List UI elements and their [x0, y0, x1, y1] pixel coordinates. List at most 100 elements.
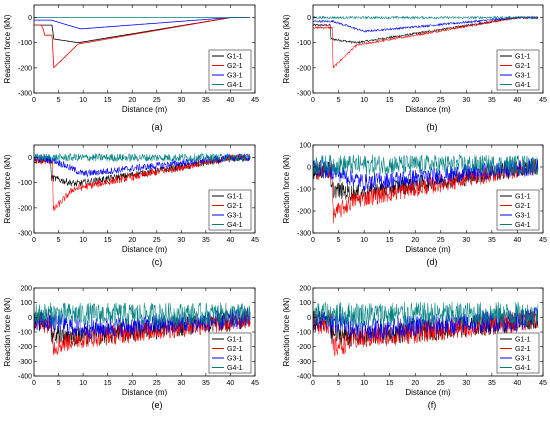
panel-caption: (a) — [152, 122, 163, 132]
x-tick-label: 45 — [539, 380, 547, 387]
x-axis-label: Distance (m) — [405, 105, 451, 114]
y-tick-label: -400 — [297, 374, 311, 381]
y-tick-label: -200 — [297, 65, 311, 72]
y-axis-label: Reaction force (kN) — [282, 297, 291, 366]
x-tick-label: 10 — [79, 97, 87, 104]
legend-label-g1-1: G1-1 — [227, 337, 243, 344]
y-tick-label: 100 — [299, 143, 311, 150]
y-tick-label: 0 — [307, 15, 311, 22]
panel-caption: (d) — [427, 257, 438, 267]
y-tick-label: -300 — [297, 91, 311, 98]
x-tick-label: 5 — [57, 97, 61, 104]
legend-box — [496, 49, 540, 91]
legend-label-g3-1: G3-1 — [227, 213, 243, 220]
legend-label-g1-1: G1-1 — [515, 337, 531, 344]
x-tick-label: 5 — [57, 380, 61, 387]
x-tick-label: 15 — [386, 97, 394, 104]
y-tick-label: -400 — [18, 374, 32, 381]
y-tick-label: 100 — [20, 300, 32, 307]
series-group — [34, 17, 251, 69]
x-axis-label: Distance (m) — [405, 388, 451, 397]
y-tick-label: -200 — [297, 344, 311, 351]
x-tick-label: 30 — [462, 97, 470, 104]
x-tick-label: 40 — [227, 97, 235, 104]
y-axis-label: Reaction force (kN) — [3, 297, 12, 366]
panel-caption: (f) — [428, 400, 437, 410]
x-tick-label: 0 — [32, 97, 36, 104]
plot-frame — [33, 144, 256, 234]
y-tick-label: 0 — [28, 315, 32, 322]
x-tick-label: 25 — [153, 97, 161, 104]
x-tick-label: 15 — [386, 380, 394, 387]
x-tick-label: 45 — [539, 237, 547, 244]
y-axis-label: Reaction force (kN) — [3, 14, 12, 83]
x-tick-label: 45 — [251, 97, 259, 104]
x-tick-label: 35 — [488, 237, 496, 244]
y-axis-label: Reaction force (kN) — [282, 14, 291, 83]
legend: G1-1 G2-1 G3-1 G4-1 — [496, 332, 540, 374]
legend: G1-1 G2-1 G3-1 G4-1 — [208, 49, 252, 91]
x-tick-label: 0 — [311, 97, 315, 104]
y-tick-label: -300 — [297, 359, 311, 366]
series-line-g4-1 — [34, 152, 251, 163]
legend-label-g1-1: G1-1 — [227, 54, 243, 61]
series-line-g3-1 — [34, 308, 251, 339]
x-tick-label: 25 — [437, 380, 445, 387]
y-axis-label: Reaction force (kN) — [282, 154, 291, 223]
x-tick-label: 5 — [337, 237, 341, 244]
legend-box — [208, 49, 252, 91]
x-tick-label: 30 — [177, 97, 185, 104]
series-line-g3-1 — [34, 17, 251, 30]
x-tick-label: 10 — [79, 380, 87, 387]
x-tick-label: 30 — [177, 380, 185, 387]
legend: G1-1 G2-1 G3-1 G4-1 — [496, 49, 540, 91]
legend-label-g1-1: G1-1 — [515, 194, 531, 201]
x-tick-label: 20 — [411, 97, 419, 104]
x-tick-label: 45 — [251, 380, 259, 387]
legend-label-g4-1: G4-1 — [227, 82, 243, 89]
series-line-g4-1 — [313, 15, 539, 20]
x-tick-label: 10 — [360, 97, 368, 104]
x-tick-label: 15 — [386, 237, 394, 244]
x-tick-label: 40 — [514, 237, 522, 244]
legend: G1-1 G2-1 G3-1 G4-1 — [208, 332, 252, 374]
panel-caption: (c) — [152, 257, 163, 267]
x-tick-label: 20 — [128, 97, 136, 104]
series-group — [34, 302, 251, 355]
y-tick-label: -300 — [18, 91, 32, 98]
x-axis-label: Distance (m) — [405, 245, 451, 254]
x-tick-label: 40 — [514, 97, 522, 104]
x-tick-label: 10 — [360, 380, 368, 387]
x-tick-label: 25 — [153, 237, 161, 244]
series-line-g2-1 — [313, 308, 539, 357]
legend-box — [208, 189, 252, 231]
y-tick-label: -100 — [18, 330, 32, 337]
x-tick-label: 35 — [488, 380, 496, 387]
y-tick-label: -200 — [18, 205, 32, 212]
y-axis-label: Reaction force (kN) — [3, 154, 12, 223]
x-tick-label: 20 — [411, 237, 419, 244]
y-tick-label: -100 — [297, 187, 311, 194]
series-line-g2-1 — [313, 15, 539, 69]
x-tick-label: 40 — [514, 380, 522, 387]
x-tick-label: 30 — [462, 237, 470, 244]
x-tick-label: 5 — [57, 237, 61, 244]
x-tick-label: 0 — [32, 380, 36, 387]
x-tick-label: 15 — [104, 97, 112, 104]
legend-label-g2-1: G2-1 — [515, 346, 531, 353]
x-tick-label: 40 — [227, 380, 235, 387]
chart-panel-2: 0 5 10 15 20 25 30 35 40 45 0 -100 -200 -300 Distance … — [282, 4, 547, 132]
x-tick-label: 5 — [337, 97, 341, 104]
x-tick-label: 35 — [488, 97, 496, 104]
x-tick-label: 25 — [437, 97, 445, 104]
series-line-g3-1 — [313, 15, 539, 33]
x-tick-label: 20 — [411, 380, 419, 387]
y-tick-label: -100 — [297, 40, 311, 47]
x-tick-label: 20 — [128, 237, 136, 244]
y-tick-label: -200 — [18, 344, 32, 351]
y-tick-label: 0 — [307, 315, 311, 322]
series-line-g3-1 — [313, 307, 539, 340]
chart-panel-1: 0 5 10 15 20 25 30 35 40 45 0 -100 -200 -300 Distance … — [3, 4, 259, 132]
x-tick-label: 0 — [32, 237, 36, 244]
chart-panel-4: 0 5 10 15 20 25 30 35 40 45 100 0 -100 -200 -300 Distan… — [282, 143, 547, 268]
